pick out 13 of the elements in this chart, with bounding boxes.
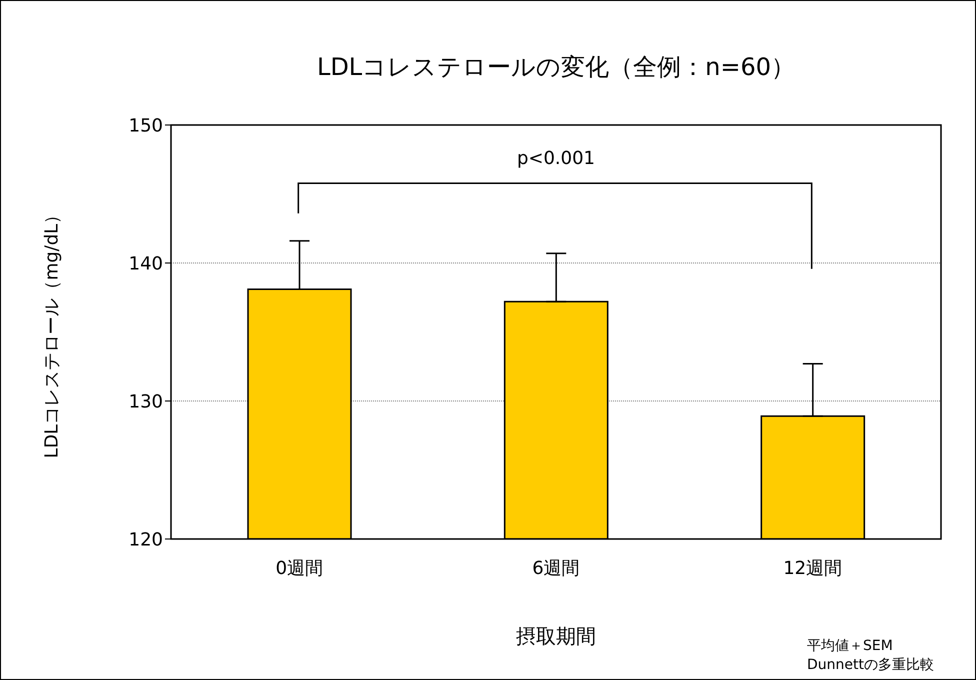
text: Dunnettの多重比較 (807, 656, 934, 675)
text: 平均値＋SEM (807, 637, 894, 656)
y-tick-label: 150 (128, 115, 163, 136)
x-tick-label: 12週間 (783, 558, 842, 579)
x-tick-label: 6週間 (532, 558, 580, 579)
y-axis-title: LDLコレステロール（mg/dL） (41, 206, 62, 458)
y-tick-label: 140 (128, 253, 163, 274)
x-axis-title: 摂取期間 (516, 624, 596, 648)
y-tick-label: 120 (128, 529, 163, 550)
y-tick-label: 130 (128, 391, 163, 412)
chart-title: LDLコレステロールの変化（全例：n=60） (316, 52, 796, 83)
annotation: p<0.001 (516, 148, 596, 170)
x-tick-label: 0週間 (276, 558, 324, 579)
